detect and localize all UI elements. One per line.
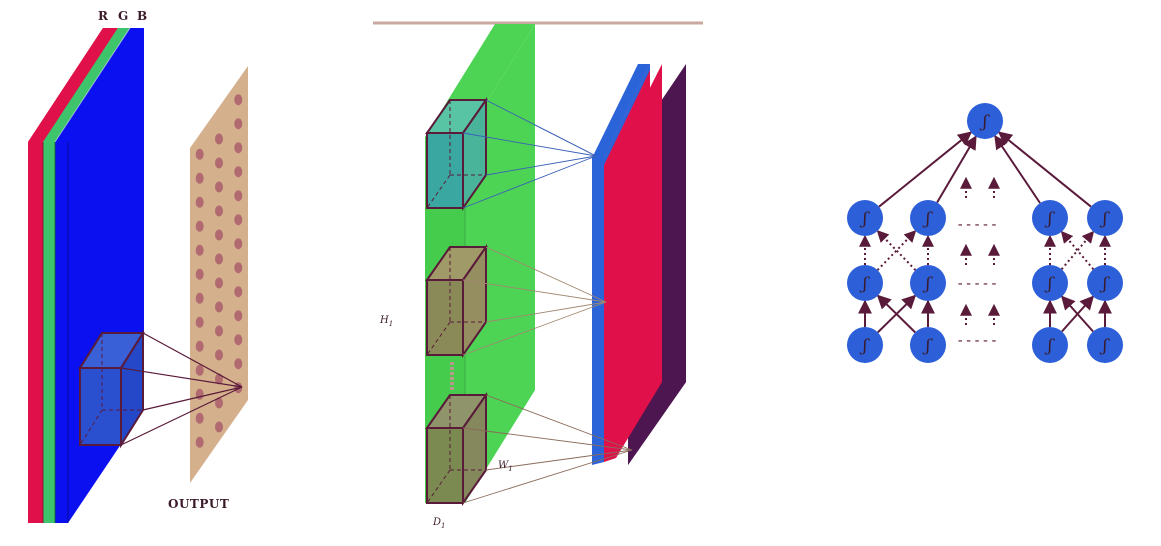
- output-dot: [234, 118, 243, 130]
- neuron-node: [1087, 327, 1123, 363]
- output-dot: [234, 166, 243, 178]
- ellipsis-dashes: -----: [956, 217, 998, 233]
- output-dot: [195, 340, 204, 352]
- neuron-node: [910, 200, 946, 236]
- output-feature-maps: [592, 64, 686, 465]
- output-dot: [215, 157, 223, 169]
- neuron-node: [847, 265, 883, 301]
- neuron-node: [967, 103, 1003, 139]
- output-dot: [215, 397, 223, 409]
- conv-panel: H1 W1 D1: [373, 21, 703, 530]
- output-dot: [195, 172, 204, 184]
- neuron-node: [910, 265, 946, 301]
- network-edge: [1060, 230, 1095, 270]
- output-dot: [234, 334, 243, 346]
- neuron-node: [1087, 200, 1123, 236]
- output-dot: [234, 286, 243, 298]
- output-dot: [195, 148, 204, 160]
- network-edge: [876, 294, 916, 334]
- output-dot: [215, 421, 223, 433]
- output-dot: [234, 310, 243, 322]
- network-edge: [1060, 295, 1094, 333]
- output-dot: [215, 253, 223, 265]
- output-dot: [234, 238, 243, 250]
- network-edge: [876, 230, 917, 271]
- output-dot: [215, 229, 223, 241]
- output-dot: [195, 412, 204, 424]
- output-dot: [234, 358, 243, 370]
- output-dot: [195, 292, 204, 304]
- neuron-node: [910, 327, 946, 363]
- output-dot: [215, 301, 223, 313]
- output-dot: [215, 373, 223, 385]
- output-dot: [195, 436, 204, 448]
- output-dot: [234, 94, 243, 106]
- output-dot: [215, 133, 223, 145]
- feature-map-blue: [592, 158, 604, 465]
- output-dot: [195, 316, 204, 328]
- output-dot: [195, 196, 204, 208]
- network-edge: [876, 230, 917, 271]
- network-edge: [936, 135, 977, 204]
- conv-kernel-bottom: [425, 391, 488, 507]
- output-dot: [215, 205, 223, 217]
- output-dot: [234, 214, 243, 226]
- channel-label-r: R: [98, 9, 109, 23]
- green-layer-top: [43, 28, 130, 142]
- output-dot: [195, 244, 204, 256]
- ellipsis-dashes: -----: [956, 333, 998, 349]
- network-edge: [1060, 230, 1095, 270]
- network-edge: [994, 134, 1041, 204]
- output-dot: [195, 388, 204, 400]
- output-dot-grid: [195, 94, 243, 448]
- network-ellipses: ----- ----- -----: [956, 176, 1000, 349]
- output-dot: [234, 190, 243, 202]
- kernel-to-output-lines: [120, 332, 243, 446]
- input-panel: R G B OUTPUT: [28, 9, 248, 523]
- channel-label-b: B: [137, 9, 148, 23]
- output-dot: [195, 268, 204, 280]
- depth-label: D1: [432, 517, 446, 530]
- network-edge: [878, 131, 973, 208]
- network-edges: [858, 131, 1112, 334]
- output-dot: [215, 277, 223, 289]
- height-label: H1: [379, 315, 393, 328]
- output-dot: [215, 325, 223, 337]
- ellipsis-dashes: -----: [956, 276, 998, 292]
- width-label: W1: [498, 460, 513, 473]
- network-panel: ʃʃ ʃ ʃ ʃʃ ʃ ʃ ʃʃ ʃ ʃ ʃ ----- ----- -----: [847, 103, 1123, 363]
- neuron-node: [1032, 327, 1068, 363]
- output-dot: [215, 181, 223, 193]
- neuron-node: [1032, 200, 1068, 236]
- neuron-node: [847, 200, 883, 236]
- network-nodes: ʃʃ ʃ ʃ ʃʃ ʃ ʃ ʃʃ ʃ ʃ ʃ: [847, 103, 1123, 363]
- output-dot: [195, 220, 204, 232]
- network-edge: [997, 131, 1092, 208]
- output-dot: [234, 262, 243, 274]
- neuron-node: [1087, 265, 1123, 301]
- neuron-node: [1032, 265, 1068, 301]
- channel-label-g: G: [118, 9, 129, 23]
- output-feature-map: [190, 66, 248, 483]
- conv-kernel-middle: [425, 243, 488, 359]
- output-label: OUTPUT: [168, 497, 229, 511]
- kernel-to-map-lines: [462, 99, 633, 504]
- output-dot: [234, 142, 243, 154]
- output-dot: [215, 349, 223, 361]
- neuron-node: [847, 327, 883, 363]
- red-layer-top: [28, 28, 118, 142]
- output-dot: [195, 364, 204, 376]
